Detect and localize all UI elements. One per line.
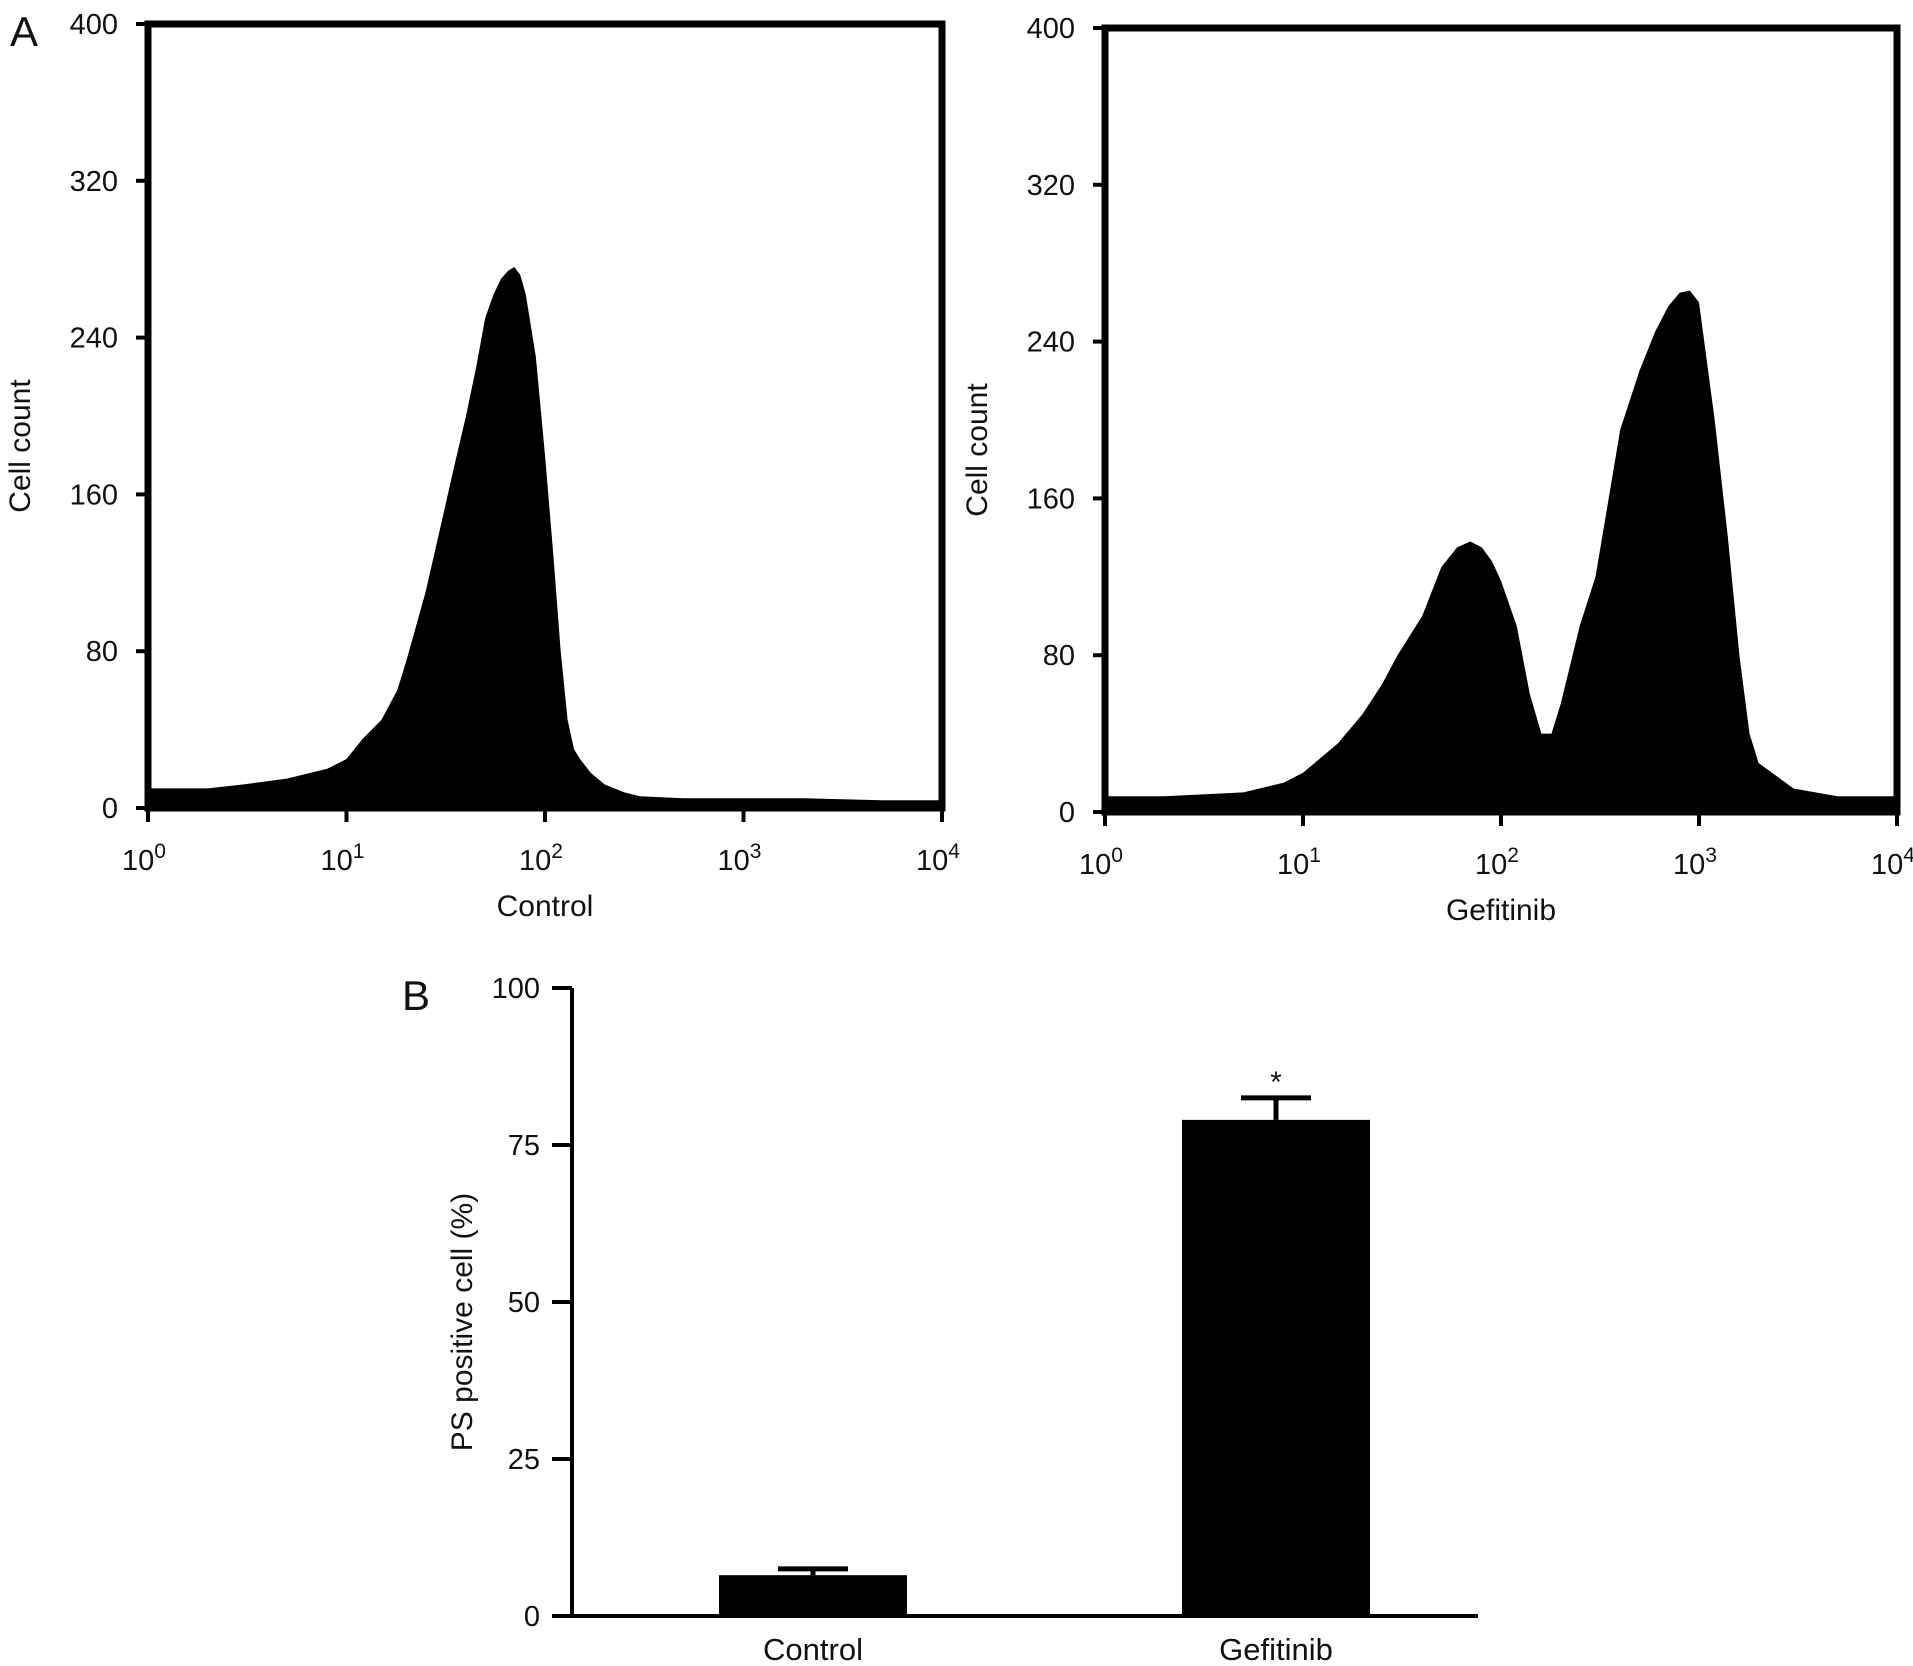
bar-chart-bars: Control Gefitinib * (719, 1066, 1370, 1666)
panel-b-letter: B (402, 972, 430, 1019)
bar-chart-ylabel: PS positive cell (%) (446, 1193, 479, 1451)
bar-chart-ytick-label: 25 (508, 1444, 540, 1476)
histogram-gefitinib-ytick-label: 80 (1043, 640, 1075, 672)
histogram-control-xtick-label: 103 (718, 840, 762, 877)
significance-asterisk: * (1270, 1066, 1282, 1099)
histogram-gefitinib-xtick-labels: 100 101 102 103 104 (1079, 812, 1913, 881)
histogram-gefitinib-xtick-label: 100 (1079, 844, 1123, 881)
histogram-gefitinib-ytick-label: 320 (1027, 170, 1075, 202)
category-label-gefitinib: Gefitinib (1219, 1632, 1333, 1666)
histogram-gefitinib-xtick-label: 103 (1673, 844, 1717, 881)
histogram-control-ytick-label: 0 (102, 793, 118, 825)
histogram-gefitinib-ytick-label: 0 (1059, 797, 1075, 829)
histogram-gefitinib-xlabel: Gefitinib (1446, 894, 1556, 927)
histogram-control-ytick-label: 80 (86, 636, 118, 668)
histogram-control-xtick-label: 100 (122, 840, 166, 877)
bar-chart-ytick-label: 100 (492, 973, 540, 1005)
bar-chart: 0 25 50 75 100 Control Gefitinib * PS positive… (446, 973, 1478, 1666)
histogram-control-xtick-label: 101 (321, 840, 365, 877)
histogram-control-ytick-label: 160 (70, 479, 118, 511)
bar-chart-ytick-label: 75 (508, 1130, 540, 1162)
histogram-gefitinib-xtick-label: 102 (1475, 844, 1519, 881)
histogram-control-area (148, 267, 942, 808)
histogram-control-xtick-label: 104 (916, 840, 960, 877)
bar-gefitinib (1182, 1119, 1370, 1616)
panel-a-letter: A (10, 8, 38, 55)
histogram-control-xlabel: Control (497, 890, 594, 923)
histogram-control-xtick-labels: 100 101 102 103 104 (122, 808, 960, 877)
histogram-control-ytick-label: 320 (70, 166, 118, 198)
bar-control (719, 1575, 907, 1616)
histogram-gefitinib-ytick-label: 160 (1027, 483, 1075, 515)
histogram-gefitinib-ytick-label: 400 (1027, 13, 1075, 45)
histogram-control-xtick-label: 102 (519, 840, 563, 877)
bar-chart-yticks: 0 25 50 75 100 (492, 973, 572, 1633)
histogram-gefitinib-ylabel: Cell count (961, 383, 994, 517)
histogram-control-ytick-labels: 0 80 160 240 320 400 (70, 9, 148, 825)
histogram-control-ytick-label: 400 (70, 9, 118, 41)
histogram-gefitinib-area (1105, 290, 1897, 813)
histogram-gefitinib-ytick-labels: 0 80 160 240 320 400 (1027, 13, 1105, 829)
histogram-control-ylabel: Cell count (4, 379, 37, 513)
category-label-control: Control (763, 1632, 863, 1666)
histogram-gefitinib-ytick-label: 240 (1027, 327, 1075, 359)
histogram-gefitinib-xtick-label: 104 (1871, 844, 1913, 881)
bar-chart-ytick-label: 0 (524, 1601, 540, 1633)
bar-chart-ytick-label: 50 (508, 1287, 540, 1319)
histogram-gefitinib-xtick-label: 101 (1277, 844, 1321, 881)
histogram-control-ytick-label: 240 (70, 323, 118, 355)
histogram-gefitinib: 0 80 160 240 320 400 100 101 102 103 104 Gefitini… (961, 13, 1913, 927)
